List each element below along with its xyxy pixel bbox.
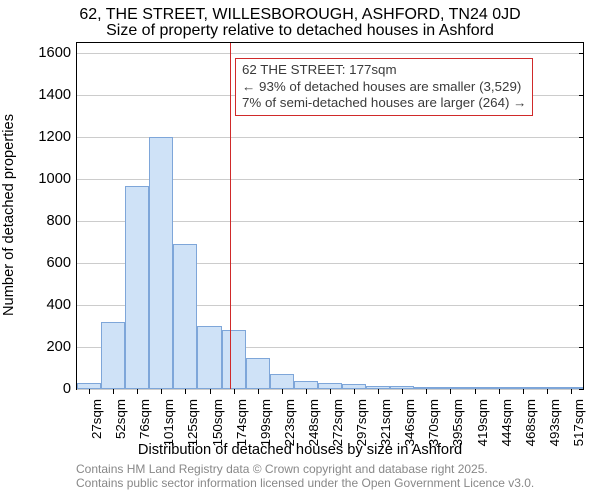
x-tick-label: 517sqm (571, 395, 586, 446)
x-tick-mark (547, 389, 548, 394)
histogram-chart: 62, THE STREET, WILLESBOROUGH, ASHFORD, … (0, 0, 600, 500)
y-tick-label: 400 (47, 297, 77, 313)
x-tick-label: 272sqm (330, 395, 345, 446)
x-tick-mark (89, 389, 90, 394)
x-tick-label: 370sqm (426, 395, 441, 446)
x-tick-label: 493sqm (547, 395, 562, 446)
y-tick-label: 1400 (38, 87, 77, 103)
y-tick-label: 1200 (38, 129, 77, 145)
x-tick-label: 248sqm (306, 395, 321, 446)
x-tick-mark (137, 389, 138, 394)
footer-line2: Contains public sector information licen… (76, 476, 534, 490)
x-tick-label: 419sqm (475, 395, 490, 446)
y-tick-mark (579, 389, 584, 390)
y-tick-label: 1000 (38, 171, 77, 187)
x-tick-label: 101sqm (161, 395, 176, 446)
x-tick-mark (354, 389, 355, 394)
y-tick-label: 600 (47, 255, 77, 271)
histogram-bar (197, 326, 221, 389)
annotation-line3: 7% of semi-detached houses are larger (2… (242, 95, 526, 112)
y-tick-mark (579, 95, 584, 96)
y-tick-label: 0 (63, 381, 77, 397)
histogram-bar (125, 186, 149, 389)
x-tick-label: 52sqm (113, 395, 128, 439)
histogram-bar (149, 137, 173, 389)
x-tick-label: 174sqm (234, 395, 249, 446)
x-tick-label: 223sqm (282, 395, 297, 446)
y-tick-mark (579, 263, 584, 264)
y-tick-mark (579, 137, 584, 138)
x-tick-mark (113, 389, 114, 394)
x-tick-label: 444sqm (499, 395, 514, 446)
histogram-bar (294, 381, 318, 389)
x-tick-mark (499, 389, 500, 394)
y-tick-label: 800 (47, 213, 77, 229)
y-tick-label: 1600 (38, 45, 77, 61)
x-tick-mark (306, 389, 307, 394)
x-tick-label: 150sqm (210, 395, 225, 446)
x-tick-mark (426, 389, 427, 394)
histogram-bar (173, 244, 197, 389)
histogram-bar (222, 330, 246, 389)
histogram-bar (246, 358, 270, 389)
x-tick-label: 468sqm (523, 395, 538, 446)
x-tick-mark (523, 389, 524, 394)
histogram-bar (270, 374, 294, 389)
x-tick-label: 297sqm (354, 395, 369, 446)
annotation-box: 62 THE STREET: 177sqm ← 93% of detached … (235, 58, 533, 116)
x-tick-mark (234, 389, 235, 394)
x-tick-mark (475, 389, 476, 394)
x-tick-label: 395sqm (450, 395, 465, 446)
reference-line (230, 43, 231, 389)
y-tick-mark (579, 347, 584, 348)
histogram-bar (101, 322, 125, 389)
x-tick-mark (402, 389, 403, 394)
annotation-line1: 62 THE STREET: 177sqm (242, 62, 526, 79)
y-tick-mark (579, 53, 584, 54)
x-tick-mark (378, 389, 379, 394)
plot-area: 02004006008001000120014001600 27sqm52sqm… (76, 42, 584, 390)
y-tick-mark (579, 179, 584, 180)
y-tick-mark (579, 221, 584, 222)
x-tick-mark (161, 389, 162, 394)
x-tick-label: 346sqm (402, 395, 417, 446)
x-tick-label: 321sqm (378, 395, 393, 446)
y-tick-label: 200 (47, 339, 77, 355)
x-tick-label: 199sqm (258, 395, 273, 446)
x-tick-mark (330, 389, 331, 394)
annotation-line2: ← 93% of detached houses are smaller (3,… (242, 79, 526, 96)
x-tick-mark (450, 389, 451, 394)
x-tick-label: 27sqm (89, 395, 104, 439)
x-tick-mark (571, 389, 572, 394)
x-tick-mark (210, 389, 211, 394)
x-tick-label: 125sqm (185, 395, 200, 446)
x-tick-label: 76sqm (137, 395, 152, 439)
x-tick-mark (258, 389, 259, 394)
x-tick-mark (282, 389, 283, 394)
chart-title-line2: Size of property relative to detached ho… (0, 22, 600, 40)
y-axis-label: Number of detached properties (1, 114, 17, 316)
y-tick-mark (579, 305, 584, 306)
x-tick-mark (185, 389, 186, 394)
grid-line (77, 53, 583, 54)
footer-line1: Contains HM Land Registry data © Crown c… (76, 462, 488, 476)
x-axis-label: Distribution of detached houses by size … (0, 442, 600, 458)
